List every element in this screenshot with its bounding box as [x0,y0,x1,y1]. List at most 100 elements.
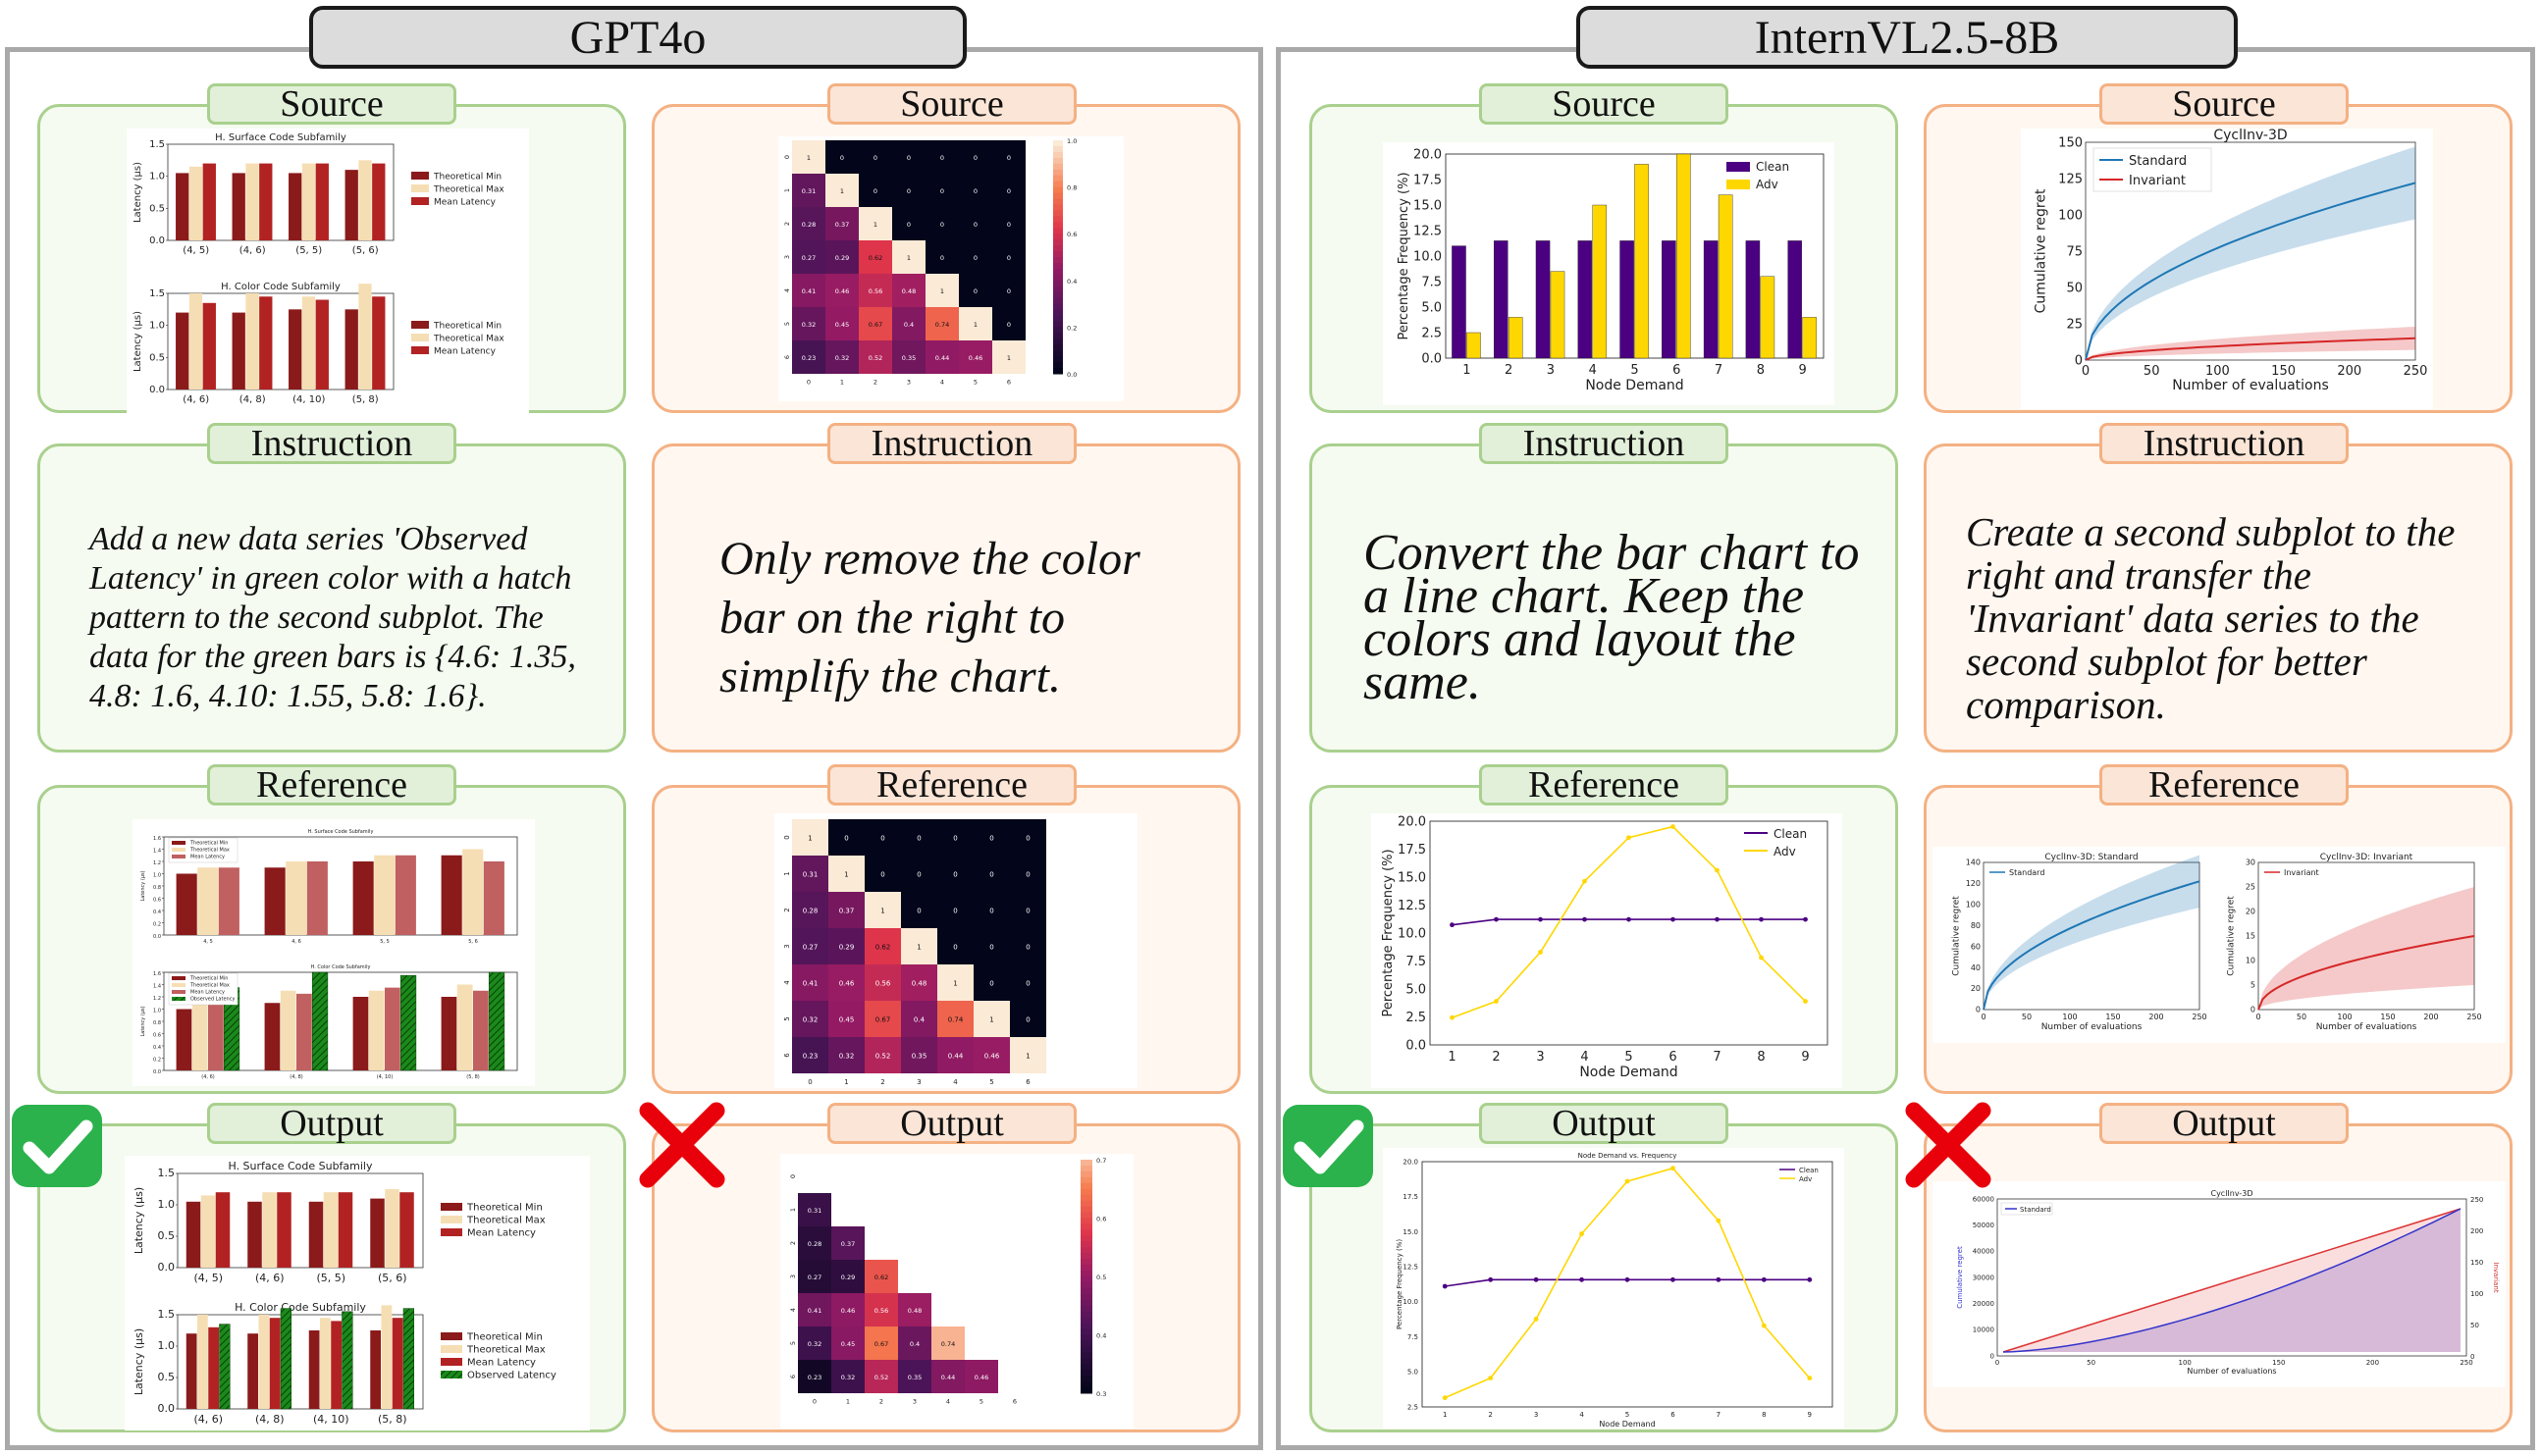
heatmap-cell [828,1001,865,1037]
x-tick-label: 1 [1448,1050,1456,1065]
x-tick-label: (5, 8) [378,1413,407,1426]
y-tick-label: 0.0 [158,1402,176,1415]
colorbar-segment [1053,297,1063,305]
data-point [1582,878,1587,884]
bar [441,855,462,935]
colorbar-segment [1081,1212,1092,1219]
cell-value: 0.46 [839,980,855,988]
bar [456,984,473,1070]
legend-label: Theoretical Min [433,322,502,332]
heatmap-cell [937,1037,974,1073]
bar [372,296,386,390]
x-tick-label: (4, 6) [255,1272,285,1284]
y-tick-label: 15.0 [1403,1228,1418,1236]
legend-label: Standard [2009,868,2044,877]
cell-value: 0.31 [802,187,816,195]
heatmap-cell [926,307,959,340]
heatmap-cell [1010,856,1046,892]
y-tick-label: 20000 [1973,1300,1994,1308]
bar [1550,271,1565,359]
x-tick-label: (5, 6) [352,245,379,256]
colorbar-segment [1081,1370,1092,1377]
subplot-title: H. Surface Code Subfamily [215,132,346,143]
y-tick-label: 12.5 [1403,1263,1418,1271]
bar [264,1003,281,1070]
colorbar-segment [1053,210,1063,217]
colorbar-segment [1081,1305,1092,1313]
heatmap-cell [1010,1001,1046,1037]
legend-swatch [441,1371,462,1378]
heatmap-cell [828,892,865,928]
bar [262,1192,277,1268]
colorbar-segment [1081,1358,1092,1365]
heatmap-cell [926,340,959,374]
cell-value: 0.31 [803,871,819,879]
y-tick-label: 5.0 [1421,300,1442,315]
cell-value: 0 [953,871,957,879]
cell-value: 0 [1007,187,1011,195]
heatmap-cell [825,274,859,307]
bar [331,1321,342,1409]
data-point [1803,999,1808,1004]
heatmap-cell [974,928,1010,964]
x-tick-label: (4, 6) [201,1074,214,1080]
y-tick-label: 3 [783,255,791,259]
y-axis-label: Latency (μs) [140,1006,146,1036]
cell-value: 0.32 [841,1374,855,1381]
heatmap-cell [865,928,901,964]
bar [308,1330,320,1409]
bar [202,302,216,390]
heatmap-cell [865,1260,898,1293]
data-point [1579,1231,1584,1236]
y-tick-label: 20 [2246,908,2255,916]
x-tick-label: 150 [2271,364,2296,379]
y-tick-label: 120 [1966,879,1981,888]
x-tick-label: 0 [2082,364,2090,379]
y-tick-label: 20 [1971,984,1981,993]
bar [277,1192,291,1268]
y-tick-label: 10000 [1973,1326,1994,1334]
y-tick-label: 50000 [1973,1222,1994,1229]
legend-label: Mean Latency [434,198,497,208]
x-tick-label: 0 [808,1078,812,1086]
y-tick-label: 1.0 [153,1009,161,1014]
y-tick-label: 1.5 [149,139,165,150]
bar [1760,276,1775,359]
y-tick-label: 0.8 [153,1020,161,1026]
legend-label: Adv [1756,178,1778,191]
x-tick-label: 3 [1534,1411,1538,1419]
colorbar-segment [1053,186,1063,194]
bar [259,296,273,390]
bar [247,1333,258,1409]
x-tick-label: 3 [1536,1050,1544,1065]
data-point [1538,950,1543,955]
bar [176,873,197,935]
data-point [1807,1376,1813,1380]
legend-label: Observed Latency [467,1371,556,1381]
heatmap-cell [974,892,1010,928]
bar [342,1311,353,1410]
x-tick-label: 2 [1505,363,1512,378]
legend-swatch [172,976,185,980]
y-tick-label: 4 [783,288,791,292]
y-tick-label: 6 [789,1375,797,1378]
heatmap-cell [825,340,859,374]
bar [368,990,385,1070]
y-tick-label: 2.5 [1405,1011,1426,1025]
data-point [1716,1218,1721,1223]
heatmap-cell [992,307,1026,340]
bar [1703,240,1719,359]
bar [232,312,245,390]
x-axis-label: Number of evaluations [2041,1022,2143,1032]
data-point [1442,1395,1448,1401]
colorbar-segment [1081,1194,1092,1202]
heatmap-cell [937,892,974,928]
bar [215,1192,231,1268]
x-tick-label: 50 [2022,1013,2032,1021]
y-tick-label: 1.4 [153,849,161,855]
cell-value: 0 [907,187,911,195]
cell-value: 0.27 [802,254,816,262]
colorbar-segment [1053,356,1063,363]
data-point [1759,916,1764,922]
bar [200,1195,216,1268]
